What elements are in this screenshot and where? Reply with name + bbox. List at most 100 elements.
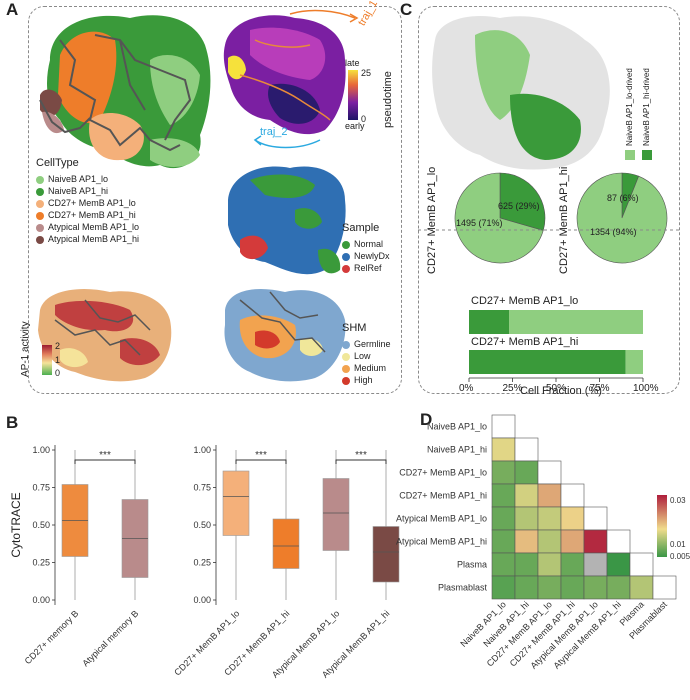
pseudotime-late: late	[345, 58, 360, 68]
shm-legend-swatch	[342, 376, 350, 385]
shm-legend-label: Low	[354, 351, 371, 361]
bar-tick-label: 0%	[459, 383, 474, 394]
significance-label: ***	[255, 450, 267, 461]
heatmap-cell	[652, 575, 677, 600]
ap1-tick-2: 2	[55, 341, 61, 351]
heatmap-cell	[514, 460, 539, 485]
significance-label: ***	[355, 450, 367, 461]
box-ytick-label: 0.75	[32, 483, 50, 493]
celltype-legend-swatch	[36, 223, 44, 232]
sample-legend-item: RelRef	[342, 262, 390, 274]
umap-celltype	[39, 15, 211, 169]
pie2-small-label: 87 (6%)	[607, 193, 639, 203]
heatmap-cell	[514, 506, 539, 531]
traj2-label: traj_2	[260, 126, 288, 138]
box-ytick-label: 1.00	[32, 445, 50, 455]
celltype-legend-item: CD27+ MemB AP1_hi	[36, 209, 139, 221]
celltype-legend-swatch	[36, 199, 44, 208]
pie2-large-label: 1354 (94%)	[590, 227, 637, 237]
heatmap-cell	[583, 575, 608, 600]
heatmap-cell	[560, 575, 585, 600]
box-ytick-label: 0.50	[32, 520, 50, 530]
heatmap-cell	[537, 552, 562, 577]
pies	[454, 172, 668, 264]
stacked-bar-segment	[469, 350, 626, 374]
celltype-legend-label: CD27+ MemB AP1_hi	[48, 210, 136, 220]
stacked-bars	[468, 310, 644, 382]
bar-tick-label: 75%	[589, 383, 610, 394]
heatmap-row-label: CD27+ MemB AP1_hi	[399, 491, 487, 501]
heatmap-cell	[514, 437, 539, 462]
heatmap-cell	[491, 575, 516, 600]
celltype-legend-label: Atypical MemB AP1_lo	[48, 222, 140, 232]
shm-legend-swatch	[342, 340, 350, 349]
heatmap-cell	[537, 506, 562, 531]
sample-legend-label: Normal	[354, 239, 384, 249]
heatmap-cell	[583, 506, 608, 531]
celltype-legend-item: NaiveB AP1_lo	[36, 173, 139, 185]
heatmap-cell	[491, 437, 516, 462]
heatmap-cell	[606, 529, 631, 554]
heatmap-cell	[491, 460, 516, 485]
heatmap-row-label: CD27+ MemB AP1_lo	[399, 468, 487, 478]
celltype-legend-label: NaiveB AP1_lo	[48, 174, 109, 184]
pie1-large-label: 1495 (71%)	[456, 218, 503, 228]
heatmap-row-label: NaiveB AP1_lo	[427, 422, 487, 432]
sample-legend-swatch	[342, 264, 350, 273]
heatmap-cell	[560, 483, 585, 508]
sample-legend-label: RelRef	[354, 263, 382, 273]
heatmap-cell	[491, 529, 516, 554]
heatmap-cell	[514, 575, 539, 600]
stacked-bar-segment	[625, 350, 643, 374]
shm-legend-item: Germline	[342, 338, 391, 350]
heatmap-cell	[491, 552, 516, 577]
bar1-label: CD27+ MemB AP1_lo	[471, 295, 579, 307]
heatmap-row-label: Atypical MemB AP1_hi	[396, 537, 487, 547]
panel-label-a: A	[6, 0, 19, 19]
box-ytick-label: 0.25	[32, 558, 50, 568]
shm-legend-label: Medium	[354, 363, 387, 373]
umap-drived	[432, 16, 610, 170]
drived-legend-hi: NaiveB AP1_hi-drived	[642, 68, 651, 146]
heatmap-row-label: Plasmablast	[438, 583, 488, 593]
sample-legend-swatch	[342, 252, 350, 261]
heatmap-row-label: Plasma	[457, 560, 487, 570]
bar-tick-label: 100%	[633, 383, 659, 394]
box-ylabel: CytoTRACE	[9, 492, 23, 557]
pie-slice	[454, 172, 544, 264]
sample-legend-swatch	[342, 240, 350, 249]
box	[222, 470, 250, 536]
sample-legend-item: NewlyDx	[342, 250, 390, 262]
celltype-legend: NaiveB AP1_lo NaiveB AP1_hi CD27+ MemB AP1…	[36, 173, 139, 245]
heatmap-cell	[560, 529, 585, 554]
shm-legend: Germline Low Medium High	[342, 338, 391, 386]
box	[322, 478, 350, 551]
heatmap-cell	[560, 552, 585, 577]
bars-xlabel: Cell Fraction (%)	[520, 385, 602, 397]
celltype-legend-item: CD27+ MemB AP1_lo	[36, 197, 139, 209]
pseudotime-max: 25	[361, 68, 372, 78]
drived-legend-lo-swatch	[625, 150, 635, 160]
heatmap-cell	[537, 483, 562, 508]
pseudotime-early: early	[345, 121, 365, 131]
heatmap-row-label: NaiveB AP1_hi	[427, 445, 487, 455]
panel-c-graphics	[418, 16, 680, 382]
stacked-bar-segment	[509, 310, 643, 334]
celltype-legend-item: Atypical MemB AP1_hi	[36, 233, 139, 245]
pie1-title: CD27+ MemB AP1_lo	[426, 166, 438, 274]
celltype-legend-label: CD27+ MemB AP1_lo	[48, 198, 136, 208]
celltype-legend-item: NaiveB AP1_hi	[36, 185, 139, 197]
heatmap-cell	[514, 552, 539, 577]
pie-slice	[499, 172, 546, 231]
bar-tick-label: 50%	[546, 383, 567, 394]
heatmap-cell	[629, 552, 654, 577]
heatmap-cell	[583, 529, 608, 554]
ap1-tick-0: 0	[55, 368, 61, 378]
colorbar-tick-label: 0.03	[670, 496, 686, 505]
panel-label-b: B	[6, 413, 19, 432]
colorbar-tick-label: 0.005	[670, 552, 690, 561]
box	[372, 526, 400, 583]
stacked-bar-segment	[469, 310, 510, 334]
box-ytick-label: 0.75	[193, 483, 211, 493]
